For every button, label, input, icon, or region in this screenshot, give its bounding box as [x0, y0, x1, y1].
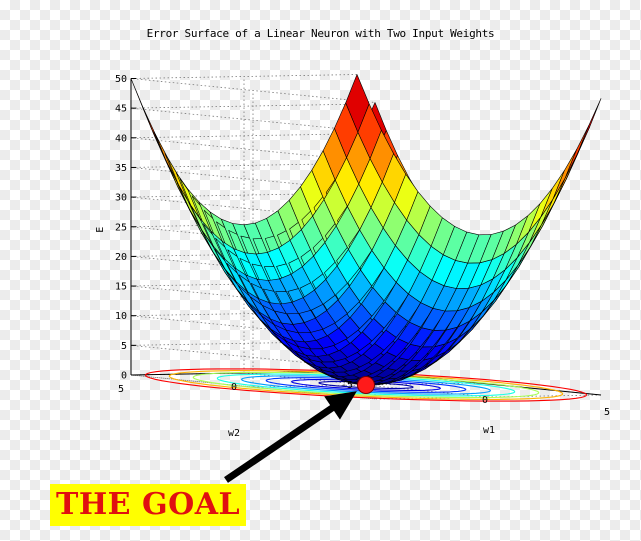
e-tick-label: 20: [115, 252, 127, 263]
e-tick-label: 50: [115, 74, 127, 85]
grid-line-e: [130, 74, 376, 103]
goal-arrow-head: [324, 391, 357, 420]
contour-line: [216, 373, 516, 397]
contour-line: [145, 368, 587, 402]
surface-patch: [552, 149, 577, 200]
w1-tick-label: 5: [604, 407, 610, 418]
e-tick-label: 15: [115, 282, 127, 293]
e-tick-label: 25: [115, 222, 127, 233]
grid-line-e: [130, 163, 376, 192]
e-tick-label: 0: [121, 371, 127, 382]
base-contours: [145, 368, 587, 402]
surface-patch: [564, 125, 590, 179]
contour-line: [291, 379, 441, 391]
grid-line-e: [130, 133, 376, 163]
e-tick-label: 5: [121, 341, 127, 352]
error-surface: [130, 74, 602, 386]
contour-line: [265, 377, 467, 393]
goal-marker: [357, 376, 375, 394]
w2-tick-label: -5: [341, 380, 353, 391]
contour-line: [318, 381, 414, 389]
goal-label: THE GOAL: [50, 484, 247, 526]
e-tick-label: 45: [115, 104, 127, 115]
goal-arrow-shaft: [224, 404, 336, 483]
grid-line-e: [130, 103, 376, 133]
w1-tick-label: 0: [482, 395, 488, 406]
contour-line: [192, 371, 540, 399]
e-tick-label: 40: [115, 133, 127, 144]
surface-patch: [577, 98, 602, 155]
e-tick-label: 35: [115, 163, 127, 174]
e-tick-label: 30: [115, 193, 127, 204]
e-tick-label: 10: [115, 311, 127, 322]
floor-grid-w2: [243, 372, 489, 398]
w2-tick-label: 5: [118, 384, 124, 395]
grid-line-e: [130, 340, 376, 370]
contour-line: [168, 370, 564, 400]
w2-axis-label: w2: [228, 428, 240, 439]
contour-line: [241, 375, 491, 395]
w1-axis-label: w1: [483, 425, 495, 436]
w2-tick-label: 0: [231, 382, 237, 393]
e-axis-label: E: [95, 227, 106, 233]
surface-patch: [540, 170, 565, 218]
chart-title: Error Surface of a Linear Neuron with Tw…: [146, 27, 495, 40]
